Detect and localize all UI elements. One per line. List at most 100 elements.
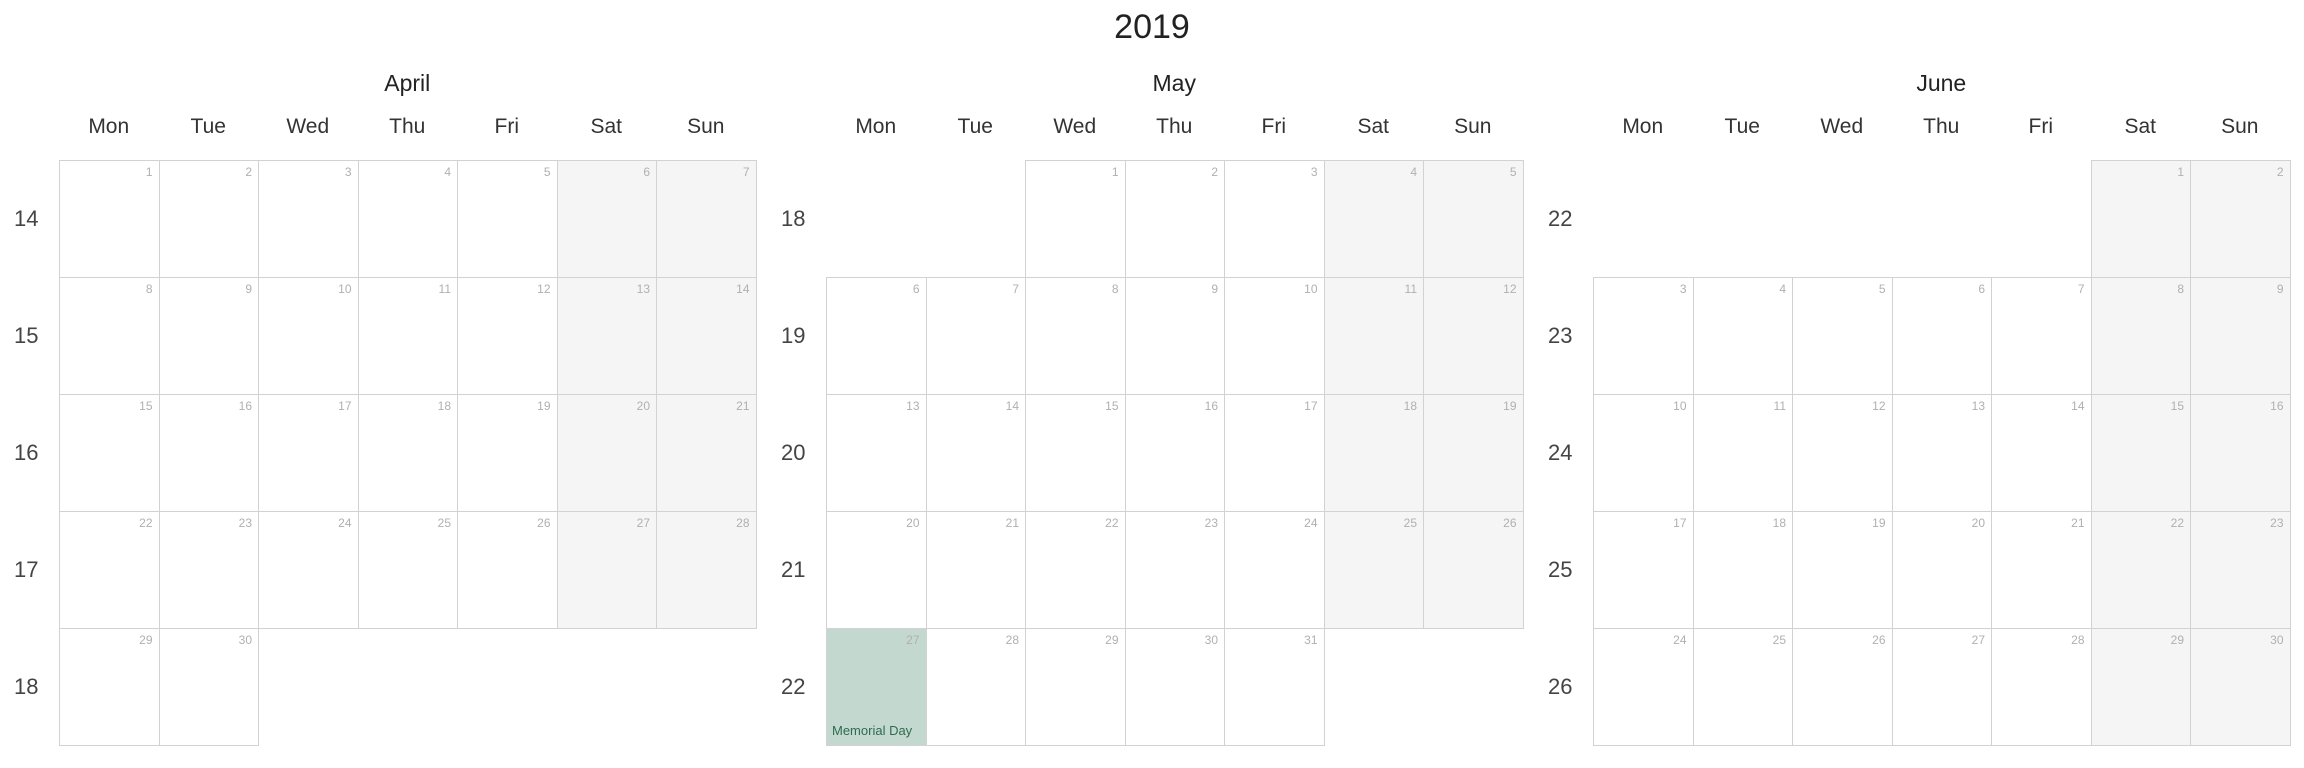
- day-cell-june-25[interactable]: 25: [1692, 628, 1793, 746]
- day-number: 12: [1872, 399, 1886, 413]
- day-cell-june-30[interactable]: 30: [2190, 628, 2291, 746]
- day-cell-may-22[interactable]: 22: [1025, 511, 1126, 629]
- day-cell-may-8[interactable]: 8: [1025, 277, 1126, 395]
- day-cell-april-19[interactable]: 19: [457, 394, 558, 512]
- day-cell-may-26[interactable]: 26: [1423, 511, 1524, 629]
- day-cell-may-7[interactable]: 7: [925, 277, 1026, 395]
- weekday-header-april-thu: Thu: [389, 115, 426, 138]
- day-cell-april-12[interactable]: 12: [457, 277, 558, 395]
- day-cell-may-9[interactable]: 9: [1124, 277, 1225, 395]
- day-cell-april-16[interactable]: 16: [158, 394, 259, 512]
- day-cell-june-14[interactable]: 14: [1991, 394, 2092, 512]
- day-cell-april-7[interactable]: 7: [656, 160, 757, 278]
- day-cell-april-9[interactable]: 9: [158, 277, 259, 395]
- day-cell-april-10[interactable]: 10: [258, 277, 359, 395]
- day-cell-may-23[interactable]: 23: [1124, 511, 1225, 629]
- day-cell-may-24[interactable]: 24: [1224, 511, 1325, 629]
- day-number: 11: [1404, 282, 1417, 296]
- day-cell-may-2[interactable]: 2: [1124, 160, 1225, 278]
- day-cell-may-15[interactable]: 15: [1025, 394, 1126, 512]
- day-cell-june-1[interactable]: 1: [2090, 160, 2191, 278]
- day-cell-may-12[interactable]: 12: [1423, 277, 1524, 395]
- day-cell-may-25[interactable]: 25: [1323, 511, 1424, 629]
- day-cell-may-17[interactable]: 17: [1224, 394, 1325, 512]
- day-cell-april-3[interactable]: 3: [258, 160, 359, 278]
- day-cell-may-13[interactable]: 13: [826, 394, 927, 512]
- day-cell-may-21[interactable]: 21: [925, 511, 1026, 629]
- day-cell-june-18[interactable]: 18: [1692, 511, 1793, 629]
- day-cell-may-3[interactable]: 3: [1224, 160, 1325, 278]
- day-cell-may-5[interactable]: 5: [1423, 160, 1524, 278]
- day-cell-april-13[interactable]: 13: [556, 277, 657, 395]
- day-cell-april-4[interactable]: 4: [357, 160, 458, 278]
- day-cell-june-29[interactable]: 29: [2090, 628, 2191, 746]
- day-cell-april-17[interactable]: 17: [258, 394, 359, 512]
- day-cell-june-7[interactable]: 7: [1991, 277, 2092, 395]
- day-cell-june-21[interactable]: 21: [1991, 511, 2092, 629]
- day-cell-april-15[interactable]: 15: [59, 394, 160, 512]
- day-number: 30: [1204, 633, 1218, 647]
- day-cell-june-13[interactable]: 13: [1891, 394, 1992, 512]
- day-cell-april-8[interactable]: 8: [59, 277, 160, 395]
- day-cell-may-18[interactable]: 18: [1323, 394, 1424, 512]
- day-cell-may-20[interactable]: 20: [826, 511, 927, 629]
- day-cell-may-1[interactable]: 1: [1025, 160, 1126, 278]
- day-cell-june-23[interactable]: 23: [2190, 511, 2291, 629]
- day-cell-april-14[interactable]: 14: [656, 277, 757, 395]
- day-cell-june-4[interactable]: 4: [1692, 277, 1793, 395]
- day-cell-may-28[interactable]: 28: [925, 628, 1026, 746]
- day-cell-april-30[interactable]: 30: [158, 628, 259, 746]
- day-cell-may-6[interactable]: 6: [826, 277, 927, 395]
- day-cell-june-22[interactable]: 22: [2090, 511, 2191, 629]
- day-cell-june-11[interactable]: 11: [1692, 394, 1793, 512]
- day-cell-may-31[interactable]: 31: [1224, 628, 1325, 746]
- day-cell-june-28[interactable]: 28: [1991, 628, 2092, 746]
- day-cell-april-6[interactable]: 6: [556, 160, 657, 278]
- day-cell-april-1[interactable]: 1: [59, 160, 160, 278]
- day-cell-june-24[interactable]: 24: [1593, 628, 1694, 746]
- day-cell-april-28[interactable]: 28: [656, 511, 757, 629]
- day-cell-june-2[interactable]: 2: [2190, 160, 2291, 278]
- day-cell-april-5[interactable]: 5: [457, 160, 558, 278]
- day-cell-april-11[interactable]: 11: [357, 277, 458, 395]
- day-cell-june-19[interactable]: 19: [1792, 511, 1893, 629]
- day-cell-april-20[interactable]: 20: [556, 394, 657, 512]
- day-cell-june-20[interactable]: 20: [1891, 511, 1992, 629]
- day-cell-may-27[interactable]: 27 Memorial Day: [826, 628, 927, 746]
- weekday-header-may-mon: Mon: [855, 115, 897, 138]
- day-cell-may-10[interactable]: 10: [1224, 277, 1325, 395]
- event-label[interactable]: Memorial Day: [832, 723, 913, 738]
- day-cell-may-29[interactable]: 29: [1025, 628, 1126, 746]
- day-cell-june-12[interactable]: 12: [1792, 394, 1893, 512]
- day-cell-june-26[interactable]: 26: [1792, 628, 1893, 746]
- day-cell-april-26[interactable]: 26: [457, 511, 558, 629]
- day-cell-june-15[interactable]: 15: [2090, 394, 2191, 512]
- day-cell-june-10[interactable]: 10: [1593, 394, 1694, 512]
- day-cell-june-8[interactable]: 8: [2090, 277, 2191, 395]
- day-cell-april-22[interactable]: 22: [59, 511, 160, 629]
- week-number: 22: [781, 673, 806, 699]
- day-cell-june-5[interactable]: 5: [1792, 277, 1893, 395]
- day-cell-june-6[interactable]: 6: [1891, 277, 1992, 395]
- day-cell-april-18[interactable]: 18: [357, 394, 458, 512]
- day-cell-april-2[interactable]: 2: [158, 160, 259, 278]
- day-cell-june-16[interactable]: 16: [2190, 394, 2291, 512]
- day-cell-june-3[interactable]: 3: [1593, 277, 1694, 395]
- day-cell-april-23[interactable]: 23: [158, 511, 259, 629]
- day-cell-april-25[interactable]: 25: [357, 511, 458, 629]
- day-cell-april-21[interactable]: 21: [656, 394, 757, 512]
- day-cell-may-19[interactable]: 19: [1423, 394, 1524, 512]
- day-cell-may-30[interactable]: 30: [1124, 628, 1225, 746]
- day-cell-june-9[interactable]: 9: [2190, 277, 2291, 395]
- day-cell-june-27[interactable]: 27: [1891, 628, 1992, 746]
- weekday-header-april-tue: Tue: [190, 115, 226, 138]
- weekday-header-april-fri: Fri: [494, 115, 520, 138]
- day-cell-june-17[interactable]: 17: [1593, 511, 1694, 629]
- day-cell-april-27[interactable]: 27: [556, 511, 657, 629]
- day-cell-may-16[interactable]: 16: [1124, 394, 1225, 512]
- day-cell-may-11[interactable]: 11: [1323, 277, 1424, 395]
- day-cell-april-29[interactable]: 29: [59, 628, 160, 746]
- day-cell-may-4[interactable]: 4: [1323, 160, 1424, 278]
- day-cell-april-24[interactable]: 24: [258, 511, 359, 629]
- day-cell-may-14[interactable]: 14: [925, 394, 1026, 512]
